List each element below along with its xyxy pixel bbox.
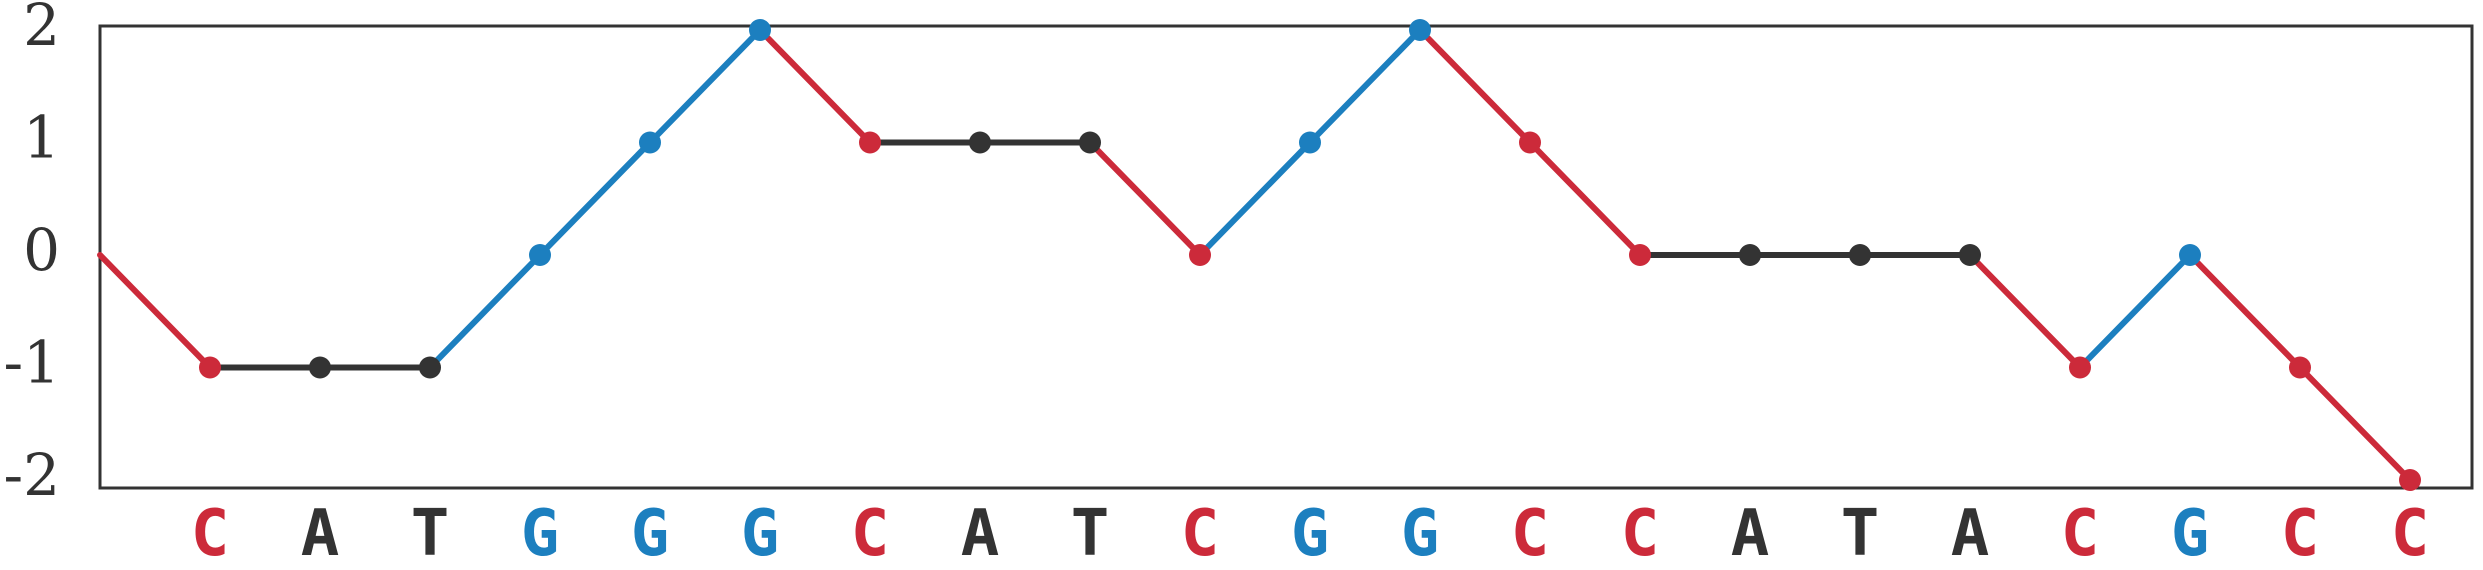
- x-tick-label: G: [2171, 497, 2210, 570]
- data-point: [1519, 131, 1541, 154]
- data-point: [199, 356, 221, 379]
- x-tick-label: C: [851, 497, 890, 570]
- y-tick-label: 1: [23, 104, 60, 172]
- x-tick-label: C: [1621, 497, 1660, 570]
- x-tick-label: C: [2061, 497, 2100, 570]
- x-tick-label: C: [2391, 497, 2430, 570]
- plot-frame: [98, 24, 2474, 490]
- series-points: [199, 19, 2421, 491]
- data-point: [309, 356, 331, 379]
- data-point: [969, 131, 991, 154]
- series-segment: [2297, 364, 2413, 483]
- x-tick-label: T: [411, 497, 450, 570]
- data-point: [1629, 244, 1651, 266]
- data-point: [1299, 131, 1321, 154]
- x-tick-label: G: [1401, 497, 1440, 570]
- x-tick-label: C: [2281, 497, 2320, 570]
- series-segment: [427, 252, 543, 371]
- data-point: [2399, 469, 2421, 491]
- x-tick-label: T: [1071, 497, 1110, 570]
- data-point: [1189, 244, 1211, 266]
- x-tick-label: C: [1181, 497, 1220, 570]
- x-tick-label: A: [1731, 497, 1770, 570]
- data-point: [2179, 244, 2201, 266]
- series-segment: [1967, 252, 2083, 371]
- series-segment: [1527, 139, 1643, 258]
- data-point: [1079, 131, 1101, 154]
- data-point: [859, 131, 881, 154]
- series-segment: [537, 139, 653, 258]
- series-segment: [2187, 252, 2303, 371]
- series-segment: [1197, 139, 1313, 258]
- series-segment: [757, 27, 873, 146]
- x-tick-label: C: [191, 497, 230, 570]
- y-tick-label: 2: [23, 0, 60, 59]
- series-segment: [1087, 139, 1203, 258]
- y-axis-ticks: 2 1 0 -1 -2: [4, 0, 61, 509]
- data-point: [2289, 356, 2311, 379]
- x-tick-label: G: [631, 497, 670, 570]
- y-tick-label: -1: [4, 329, 61, 397]
- x-tick-label: A: [961, 497, 1000, 570]
- y-tick-label: -2: [4, 441, 61, 509]
- data-point: [1959, 244, 1981, 266]
- series-segment: [1307, 27, 1423, 146]
- data-point: [1409, 19, 1431, 41]
- x-tick-label: G: [1291, 497, 1330, 570]
- series-segments: [97, 27, 2413, 483]
- x-tick-label: A: [301, 497, 340, 570]
- series-segment: [97, 252, 213, 371]
- data-point: [749, 19, 771, 41]
- data-point: [529, 244, 551, 266]
- series-segment: [647, 27, 763, 146]
- series-segment: [1417, 27, 1533, 146]
- data-point: [1849, 244, 1871, 266]
- x-tick-label: C: [1511, 497, 1550, 570]
- x-tick-label: G: [521, 497, 560, 570]
- x-tick-label: G: [741, 497, 780, 570]
- data-point: [419, 356, 441, 379]
- y-tick-label: 0: [23, 216, 60, 284]
- x-tick-label: T: [1841, 497, 1880, 570]
- data-point: [639, 131, 661, 154]
- x-tick-label: A: [1951, 497, 1990, 570]
- data-point: [2069, 356, 2091, 379]
- series-segment: [2077, 252, 2193, 371]
- data-point: [1739, 244, 1761, 266]
